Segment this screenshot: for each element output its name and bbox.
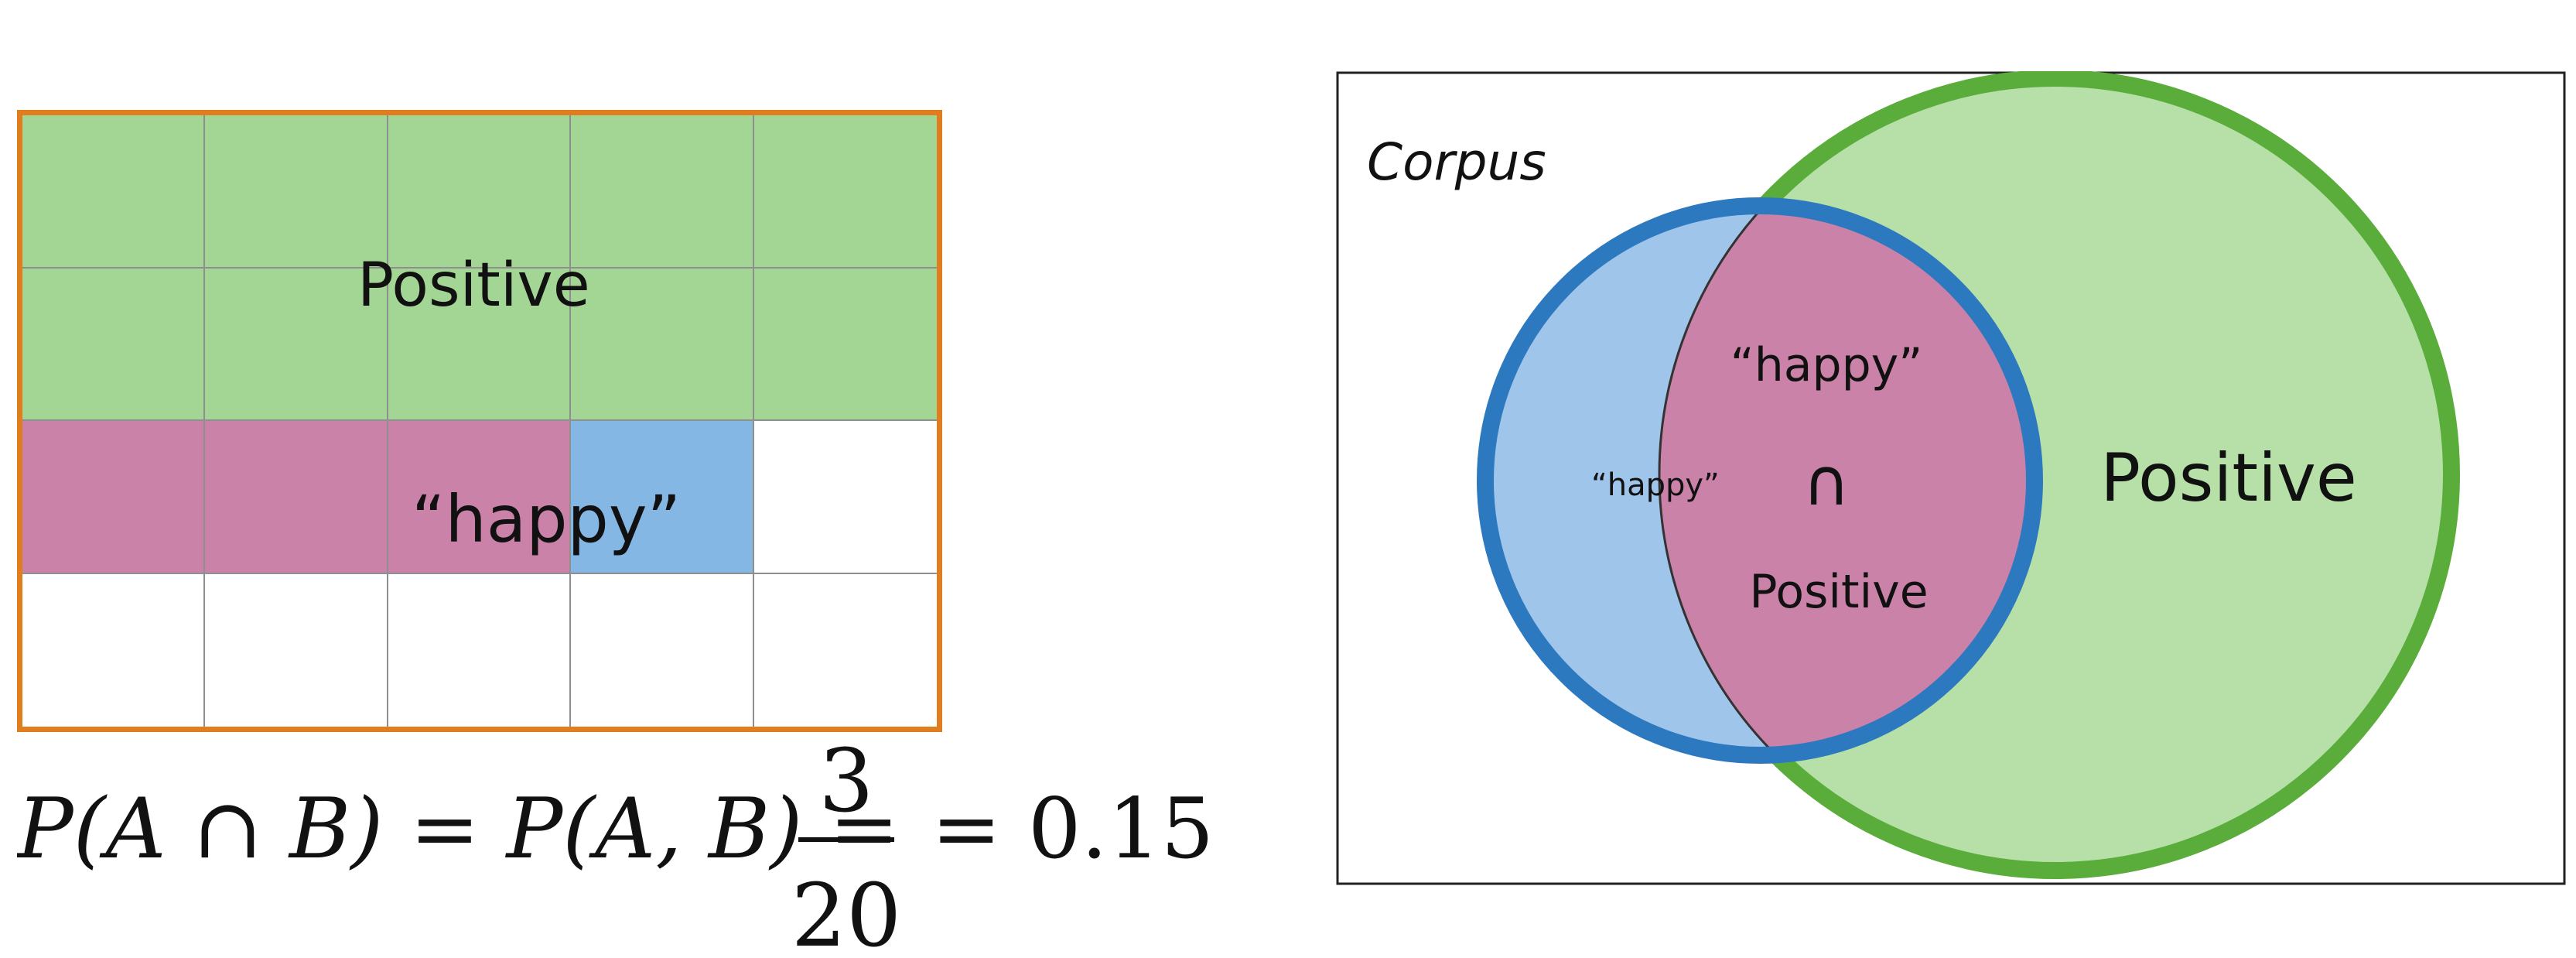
grid-cell-positive [571,268,754,421]
grid-cell-positive [571,115,754,269]
corpus-label: Corpus [1367,132,1546,192]
grid-cell-empty [753,573,937,727]
formula-denominator: 20 [791,866,902,958]
formula-numerator: 3 [818,743,873,832]
positive-label: Positive [2100,440,2357,517]
grid-cell-positive [22,268,206,421]
formula-lhs: P(A ∩ B) = P(A, B) = [17,781,899,878]
grid-cell-empty [571,573,754,727]
grid-cell-empty [205,573,388,727]
grid-cell-happy-only [571,421,754,574]
grid-cell-positive [388,268,572,421]
intersection-symbol: ∩ [1802,444,1850,520]
grid-cell-positive [753,115,937,269]
grid-cell-empty [753,421,937,574]
happy-only-label: “happy” [1591,467,1720,503]
formula-result: = 0.15 [931,781,1214,878]
grid-cell-positive [205,268,388,421]
intersection-label-bottom: Positive [1749,565,1928,619]
grid-cell-happy-positive [205,421,388,574]
grid-cell-positive [753,268,937,421]
probability-grid [17,110,942,732]
intersection-label-top: “happy” [1730,338,1923,392]
grid-cell-positive [205,115,388,269]
grid-cell-empty [22,573,206,727]
grid-cell-happy-positive [388,421,572,574]
happy-circle-outline [1477,197,2043,764]
grid-cell-positive [22,115,206,269]
intersection-region [1658,206,2034,755]
grid-cell-positive [388,115,572,269]
grid-cell-empty [388,573,572,727]
joint-probability-formula: P(A ∩ B) = P(A, B) = 3 20 = 0.15 [17,743,1214,958]
venn-diagram: Corpus “happy” “happy” ∩ Positive Positi… [1336,71,2566,885]
grid-cell-happy-positive [22,421,206,574]
